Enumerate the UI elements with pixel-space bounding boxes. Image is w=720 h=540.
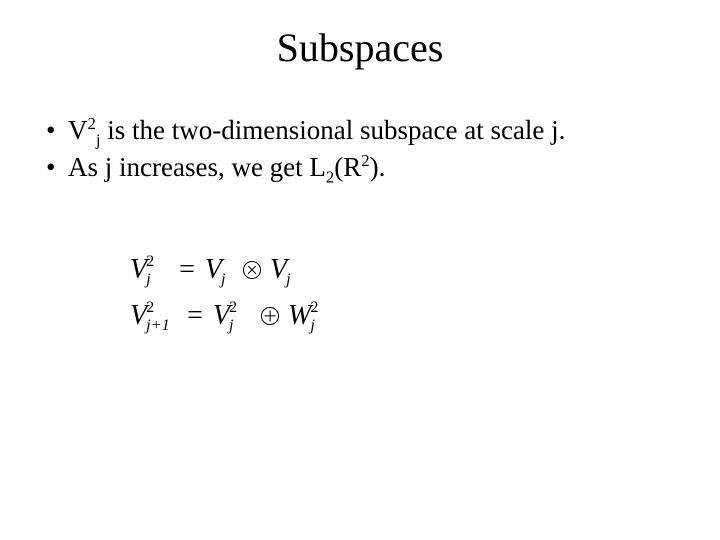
- bullet-item: • As j increases, we get L2(R2).: [44, 150, 680, 185]
- eq-var: W 2 j: [288, 300, 311, 332]
- bullet-list: • V2j is the two-dimensional subspace at…: [44, 113, 680, 184]
- bullet-var-sup: 2: [88, 114, 96, 133]
- eq-sup: 2: [229, 298, 237, 317]
- bullet-text: As j increases, we get L2(R2).: [68, 150, 680, 185]
- eq-sup: 2: [146, 298, 154, 317]
- slide-title: Subspaces: [40, 24, 680, 71]
- eq-var: V 2 j+1: [130, 300, 147, 332]
- eq-var: V 2 j: [130, 254, 147, 286]
- bullet-post: ).: [370, 152, 386, 182]
- otimes-icon: [243, 261, 261, 279]
- eq-var: V 2 j: [213, 300, 230, 332]
- equation-line-2: V 2 j+1 = V 2 j W 2 j: [130, 300, 680, 332]
- eq-sub: j: [229, 316, 234, 335]
- oplus-icon: [261, 307, 279, 325]
- equation-block: V 2 j = V j V j V 2 j+1 = V: [130, 254, 680, 332]
- eq-sub: j+1: [146, 316, 170, 335]
- eq-base: V: [130, 254, 147, 285]
- eq-sub: j: [286, 270, 291, 289]
- eq-sub: j: [221, 270, 226, 289]
- bullet-sup: 2: [361, 151, 369, 170]
- bullet-item: • V2j is the two-dimensional subspace at…: [44, 113, 680, 148]
- bullet-dot: •: [44, 113, 68, 148]
- equation-line-1: V 2 j = V j V j: [130, 254, 680, 286]
- eq-sub: j: [310, 316, 315, 335]
- bullet-text: V2j is the two-dimensional subspace at s…: [68, 113, 680, 148]
- slide: Subspaces • V2j is the two-dimensional s…: [0, 0, 720, 540]
- bullet-pre: As j increases, we get L: [68, 152, 326, 182]
- bullet-var-base: V: [68, 115, 88, 145]
- eq-base: V: [270, 254, 287, 285]
- bullet-mid: (R: [334, 152, 361, 182]
- eq-base: V: [130, 300, 147, 331]
- eq-base: V: [205, 254, 222, 285]
- equals-sign: =: [183, 300, 207, 332]
- eq-sup: 2: [310, 298, 318, 317]
- eq-var: V j: [205, 254, 222, 286]
- eq-var: V j: [270, 254, 287, 286]
- eq-base: W: [288, 300, 311, 331]
- eq-sup: 2: [146, 252, 154, 271]
- eq-sub: j: [146, 270, 151, 289]
- bullet-dot: •: [44, 150, 68, 185]
- eq-base: V: [213, 300, 230, 331]
- equals-sign: =: [175, 254, 199, 286]
- bullet-rest: is the two-dimensional subspace at scale…: [101, 115, 566, 145]
